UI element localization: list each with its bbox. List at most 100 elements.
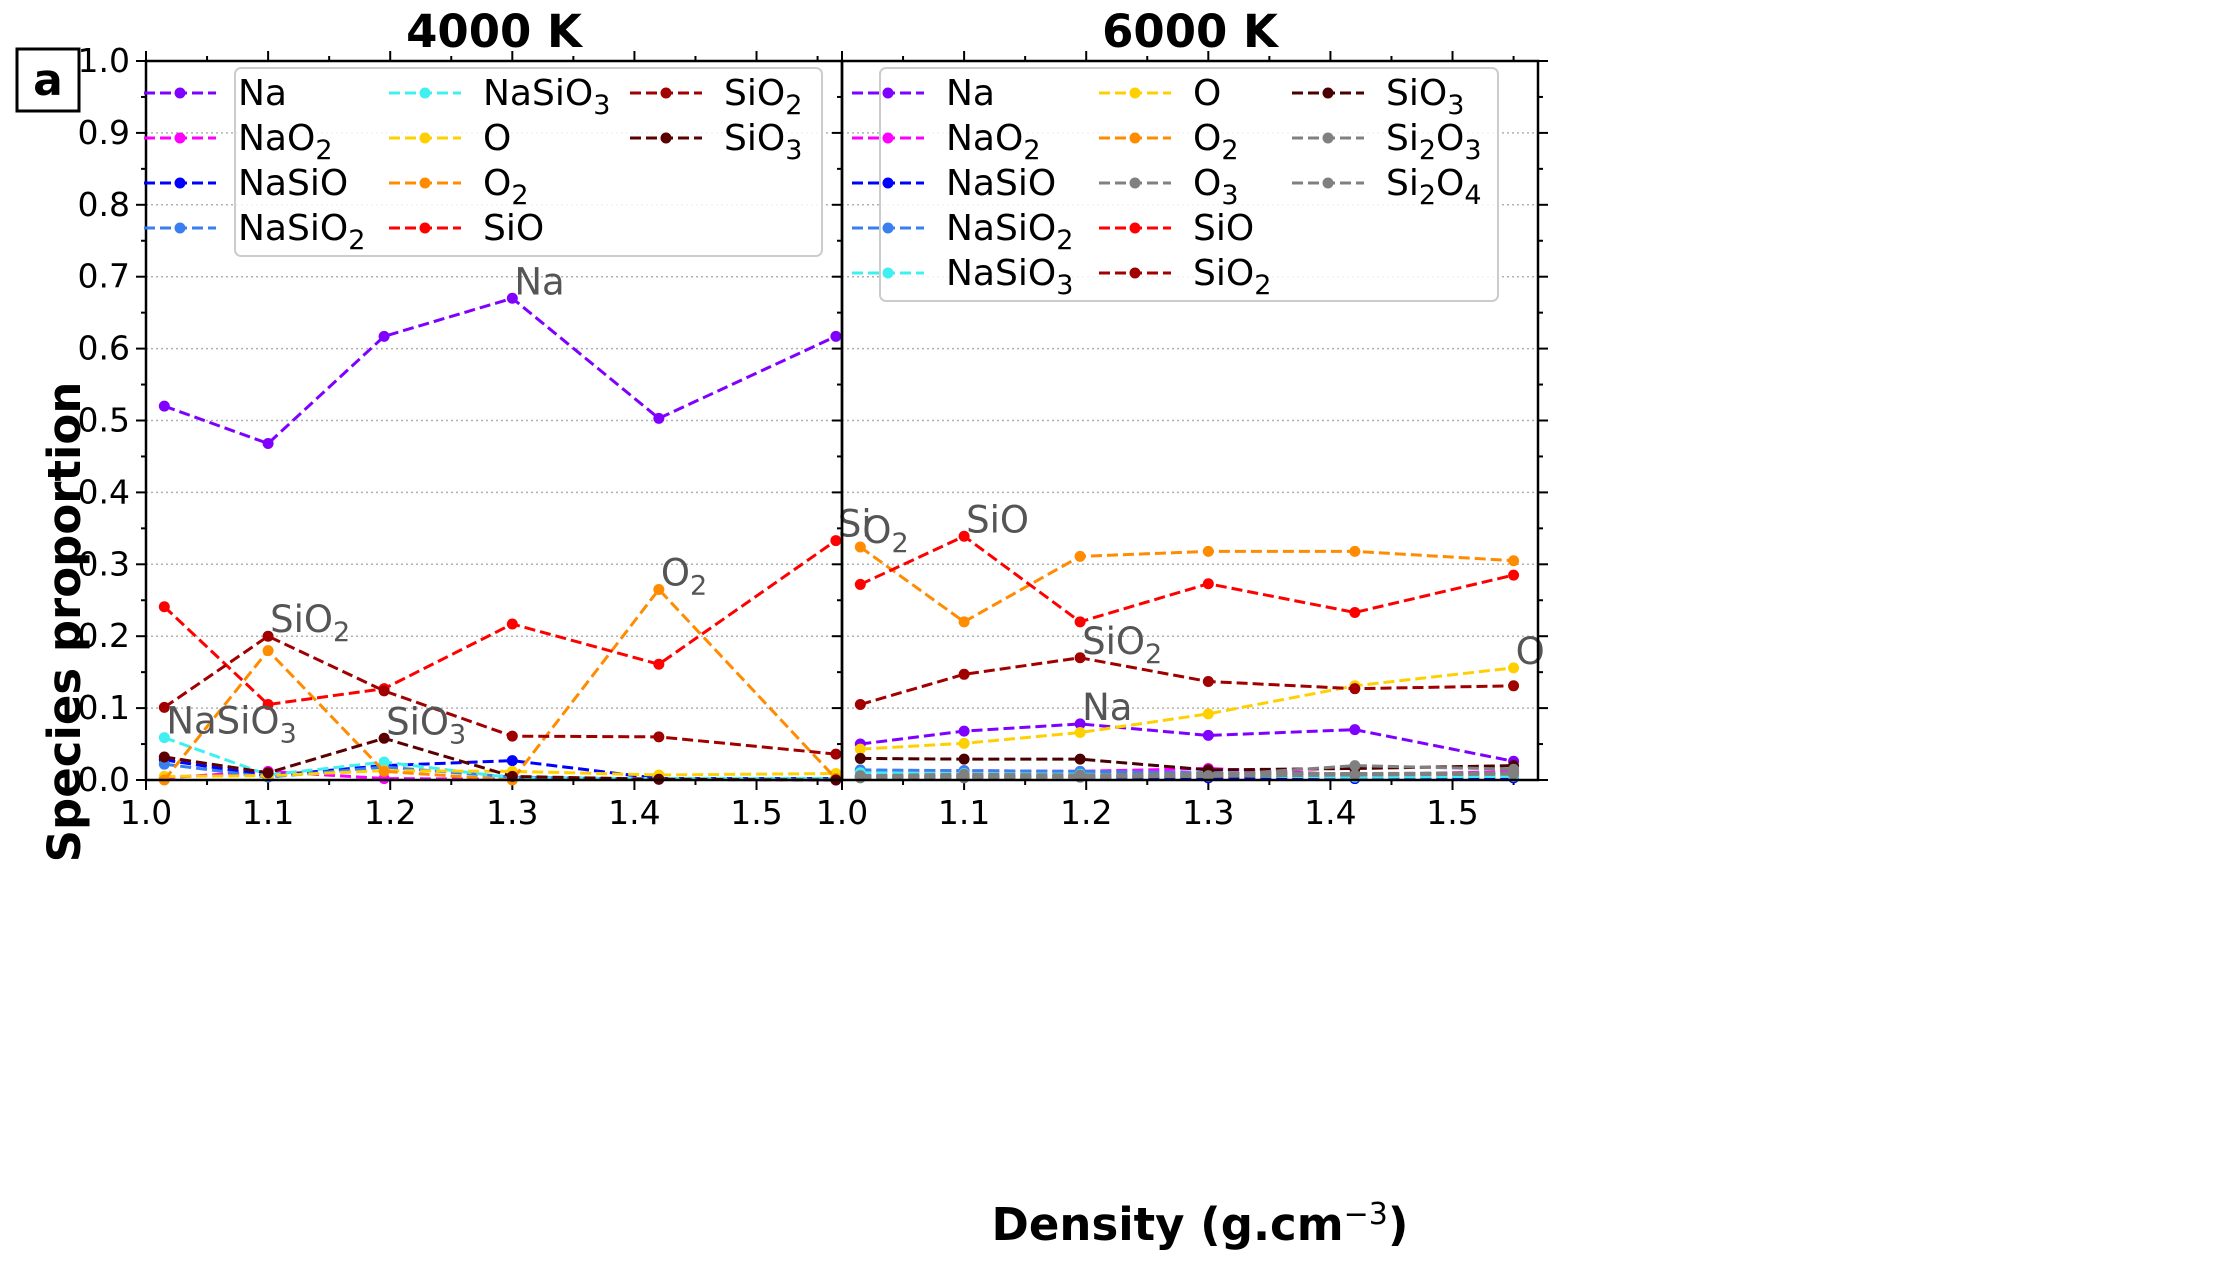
- legend-item-sio: SiO: [389, 208, 544, 249]
- series-line-sio3: [860, 756, 1514, 772]
- series-line-sio: [163, 539, 837, 707]
- data-point-o2: [378, 765, 390, 777]
- data-point-o2: [1202, 545, 1214, 557]
- legend-label: Si2O4: [1386, 163, 1482, 211]
- legend-label: SiO: [1193, 208, 1254, 249]
- annotation-o2: O2: [661, 551, 707, 601]
- data-point-na: [378, 330, 390, 342]
- legend-label: NaSiO3: [483, 73, 610, 121]
- legend-item-nao2: NaO2: [144, 118, 333, 166]
- legend-item-nasio2: NaSiO2: [852, 208, 1073, 256]
- series-group: [158, 292, 842, 786]
- legend-marker: [882, 222, 894, 234]
- legend-label: NaSiO3: [946, 253, 1073, 301]
- series-line-o2: [859, 545, 1514, 624]
- panel-title: 6000 K: [1102, 5, 1280, 58]
- legend-item-sio3: SiO3: [630, 118, 802, 166]
- legend-marker: [1129, 267, 1141, 279]
- data-point-sio: [1508, 569, 1520, 581]
- data-point-na: [1349, 724, 1361, 736]
- legend-marker: [1322, 132, 1334, 144]
- data-point-sio3: [1074, 753, 1086, 765]
- legend-box: [234, 67, 823, 257]
- legend-marker: [882, 87, 894, 99]
- legend-label: O: [1193, 73, 1221, 114]
- data-point-sio: [158, 601, 170, 613]
- panel-4000k: 0.0 0.1 0.2 0.3 0.4 0.5 0.6 0.7 0.8 0.9 1.0 1.0 1.1 1…: [78, 5, 872, 832]
- legend-marker: [660, 132, 672, 144]
- data-point-o: [1074, 727, 1086, 739]
- data-point-o: [854, 743, 866, 755]
- data-point-o2: [653, 583, 665, 595]
- data-point-nasio3: [378, 756, 390, 768]
- data-point-sio2: [158, 701, 170, 713]
- x-tick-label: 1.4: [1304, 793, 1356, 832]
- legend-item-na: Na: [144, 73, 287, 114]
- legend-item-o2: O2: [1099, 118, 1239, 166]
- annotations: O2 SiO SiO2 Na O: [862, 498, 1544, 729]
- legend-marker: [1322, 87, 1334, 99]
- legend-label: O3: [1193, 163, 1239, 211]
- data-point-o: [1508, 662, 1520, 674]
- series-line-sio2: [859, 656, 1514, 706]
- data-point-sio2: [1074, 652, 1086, 664]
- data-point-sio: [1202, 578, 1214, 590]
- y-tick-label: 1.0: [78, 41, 130, 80]
- x-tick-label: 1.3: [1182, 793, 1234, 832]
- data-point-sio: [262, 699, 274, 711]
- legend-label: NaO2: [238, 118, 333, 166]
- data-point-sio2: [1349, 683, 1361, 695]
- data-point-sio2: [378, 685, 390, 697]
- legend-item-nasio: NaSiO: [144, 163, 348, 204]
- legend-item-sio2: SiO2: [1099, 253, 1271, 301]
- data-point-na: [506, 292, 518, 304]
- legend-label: NaSiO: [946, 163, 1056, 204]
- x-tick-label: 1.2: [364, 793, 416, 832]
- legend-marker: [1129, 132, 1141, 144]
- data-point-sio: [1349, 606, 1361, 618]
- legend-marker: [419, 87, 431, 99]
- data-point-o2: [958, 616, 970, 628]
- x-tick-label: 1.1: [242, 793, 294, 832]
- legend-marker: [419, 177, 431, 189]
- series-line-sio: [859, 534, 1514, 624]
- annotation-na: Na: [514, 260, 564, 303]
- legend-label: SiO3: [724, 118, 802, 166]
- data-point-sio: [830, 535, 842, 547]
- data-point-nasio: [506, 755, 518, 767]
- legend-label: NaSiO2: [946, 208, 1073, 256]
- legend-item-o3: O3: [1099, 163, 1239, 211]
- y-axis-label: Species proportion: [38, 382, 91, 863]
- data-point-o2: [1508, 555, 1520, 567]
- legend-item-nasio: NaSiO: [852, 163, 1056, 204]
- legend-marker: [174, 132, 186, 144]
- series-line-nasio: [164, 758, 836, 781]
- legend-label: Na: [238, 73, 287, 114]
- data-point-sio3: [854, 752, 866, 764]
- series-line-o: [860, 666, 1514, 751]
- annotation-sio2: SiO2: [270, 598, 350, 648]
- legend-marker: [1129, 177, 1141, 189]
- panel-label-text: a: [33, 55, 63, 106]
- data-point-sio: [653, 658, 665, 670]
- legend-marker: [1129, 222, 1141, 234]
- panel-label: a: [15, 47, 81, 113]
- y-tick-label: 0.4: [78, 472, 130, 511]
- series-line-na: [860, 722, 1514, 763]
- x-tick-label: 1.5: [1426, 793, 1478, 832]
- legend-marker: [174, 87, 186, 99]
- legend-item-sio3: SiO3: [1292, 73, 1464, 121]
- y-tick-label: 0.8: [78, 185, 130, 224]
- series-line-na: [163, 296, 837, 446]
- y-tick-label: 0.1: [78, 688, 130, 727]
- y-tick-label: 0.3: [78, 544, 130, 583]
- series-line-sio2: [163, 634, 837, 756]
- legend-item-nasio3: NaSiO3: [389, 73, 610, 121]
- legend-label: O: [483, 118, 511, 159]
- annotation-sio2: SiO2: [1082, 620, 1162, 670]
- legend-marker: [882, 177, 894, 189]
- legend-label: NaSiO2: [238, 208, 365, 256]
- legend-marker: [419, 132, 431, 144]
- y-tick-label: 0.0: [78, 760, 130, 799]
- x-tick-label: 1.4: [608, 793, 660, 832]
